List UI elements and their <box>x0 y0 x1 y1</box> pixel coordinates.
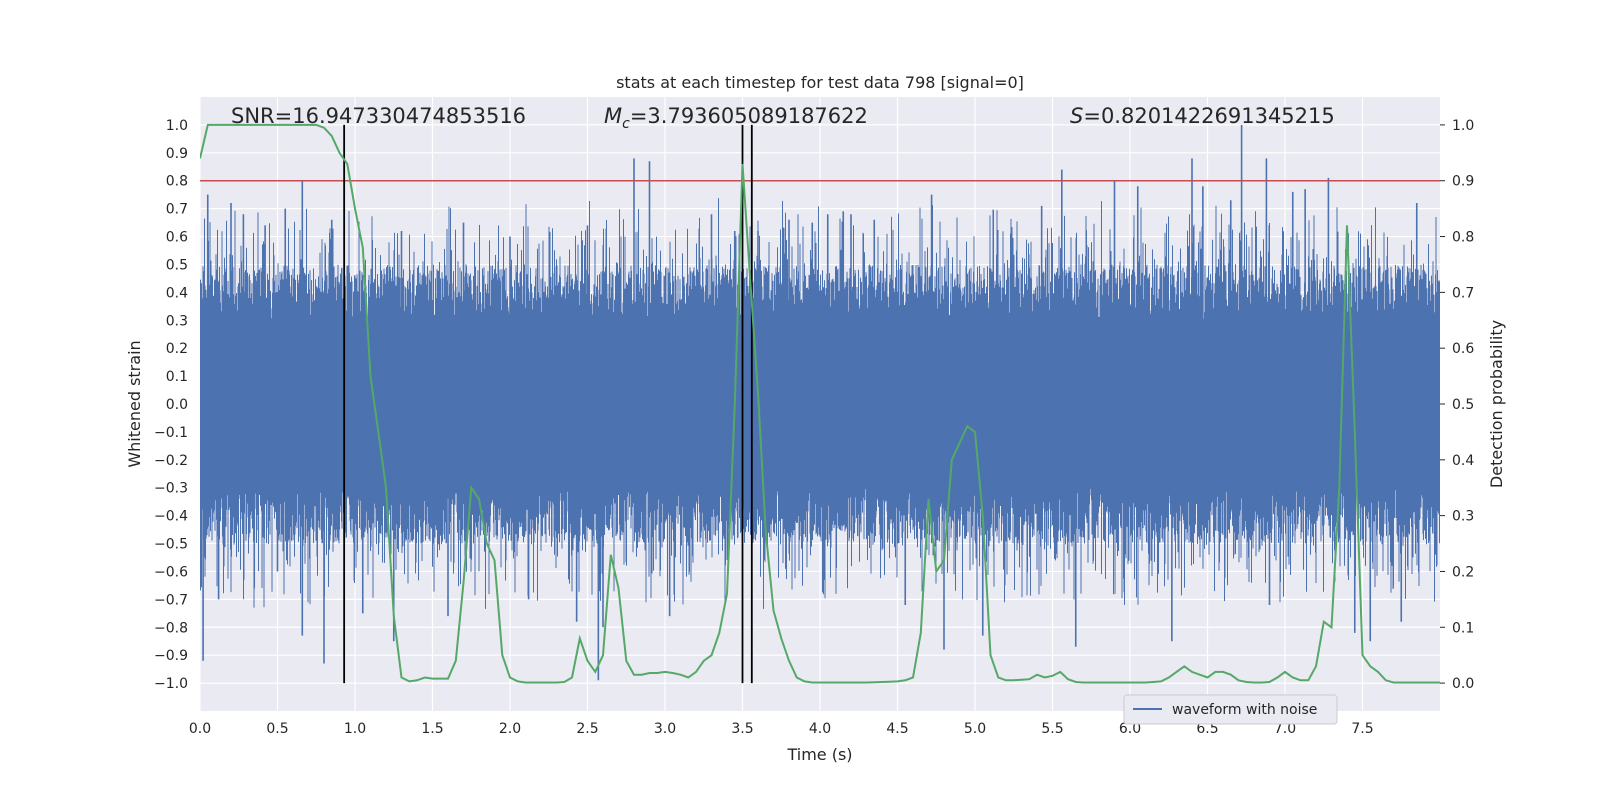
right-y-tick-label: 0.8 <box>1452 230 1474 246</box>
x-axis-ticks: 0.0 0.5 1.0 1.5 2.0 2.5 3.0 3.5 4.0 4.5 5.0 5.5 6.0 6… <box>189 721 1374 737</box>
left-y-tick-label: −1.0 <box>154 676 188 692</box>
x-tick-label: 5.5 <box>1041 721 1063 737</box>
left-y-tick-label: 0.4 <box>166 285 188 301</box>
left-y-axis-label: Whitened strain <box>125 340 144 467</box>
x-tick-label: 3.0 <box>654 721 676 737</box>
right-y-tick-label: 1.0 <box>1452 118 1474 134</box>
left-y-tick-label: −0.6 <box>154 564 188 580</box>
left-y-tick-label: −0.5 <box>154 537 188 553</box>
snr-annotation: SNR=16.947330474853516 <box>231 104 526 128</box>
x-tick-label: 1.5 <box>421 721 443 737</box>
left-y-tick-label: −0.7 <box>154 592 188 608</box>
right-y-axis-label: Detection probability <box>1487 320 1506 488</box>
x-tick-label: 7.5 <box>1351 721 1373 737</box>
left-y-tick-label: 0.2 <box>166 341 188 357</box>
left-y-tick-label: 0.5 <box>166 257 188 273</box>
left-y-tick-label: −0.2 <box>154 453 188 469</box>
left-y-tick-label: −0.9 <box>154 648 188 664</box>
left-y-axis-ticks: 1.0 0.9 0.8 0.7 0.6 0.5 0.4 0.3 0.2 0.1 0.0 −0.1 −0.… <box>154 118 188 692</box>
left-y-tick-label: 0.0 <box>166 397 188 413</box>
right-y-tick-label: 0.0 <box>1452 676 1474 692</box>
right-y-tick-label: 0.9 <box>1452 174 1474 190</box>
right-y-tick-label: 0.2 <box>1452 564 1474 580</box>
left-y-tick-label: 0.7 <box>166 202 188 218</box>
left-y-tick-label: −0.8 <box>154 620 188 636</box>
chirp-mass-annotation: Mc=3.793605089187622 <box>604 104 868 132</box>
right-y-tick-label: 0.1 <box>1452 620 1474 636</box>
right-y-axis-ticks: 1.0 0.9 0.8 0.7 0.6 0.5 0.4 0.3 0.2 0.1 0.0 <box>1440 118 1474 692</box>
left-y-tick-label: 0.3 <box>166 313 188 329</box>
x-tick-label: 1.0 <box>344 721 366 737</box>
x-tick-label: 7.0 <box>1274 721 1296 737</box>
x-axis-label: Time (s) <box>786 745 852 764</box>
left-y-tick-label: 1.0 <box>166 118 188 134</box>
left-y-tick-label: 0.8 <box>166 174 188 190</box>
right-y-tick-label: 0.6 <box>1452 341 1474 357</box>
x-tick-label: 3.5 <box>731 721 753 737</box>
legend-box <box>1123 694 1338 725</box>
left-y-tick-label: 0.9 <box>166 146 188 162</box>
right-y-tick-label: 0.3 <box>1452 509 1474 525</box>
x-tick-label: 2.0 <box>499 721 521 737</box>
probability-series <box>200 123 1440 684</box>
right-y-tick-label: 0.7 <box>1452 285 1474 301</box>
right-y-tick-label: 0.4 <box>1452 453 1474 469</box>
x-tick-label: 5.0 <box>964 721 986 737</box>
x-tick-label: 6.5 <box>1196 721 1218 737</box>
left-y-tick-label: 0.1 <box>166 369 188 385</box>
left-y-tick-label: −0.3 <box>154 481 188 497</box>
x-tick-label: 6.0 <box>1119 721 1141 737</box>
left-y-tick-label: 0.6 <box>166 230 188 246</box>
overlay-lines <box>200 124 1440 684</box>
x-tick-label: 2.5 <box>576 721 598 737</box>
x-tick-label: 4.0 <box>809 721 831 737</box>
waveform-series <box>200 124 1440 681</box>
x-tick-label: 0.5 <box>266 721 288 737</box>
right-y-tick-label: 0.5 <box>1452 397 1474 413</box>
left-y-tick-label: −0.4 <box>154 509 188 525</box>
x-tick-label: 4.5 <box>886 721 908 737</box>
legend-label: waveform with noise <box>1172 702 1317 718</box>
legend: waveform with noise <box>1123 694 1338 725</box>
x-tick-label: 0.0 <box>189 721 211 737</box>
probability-line <box>200 123 1440 684</box>
left-y-tick-label: −0.1 <box>154 425 188 441</box>
score-annotation: S=0.8201422691345215 <box>1070 104 1335 128</box>
chart-title: stats at each timestep for test data 798… <box>616 73 1024 92</box>
